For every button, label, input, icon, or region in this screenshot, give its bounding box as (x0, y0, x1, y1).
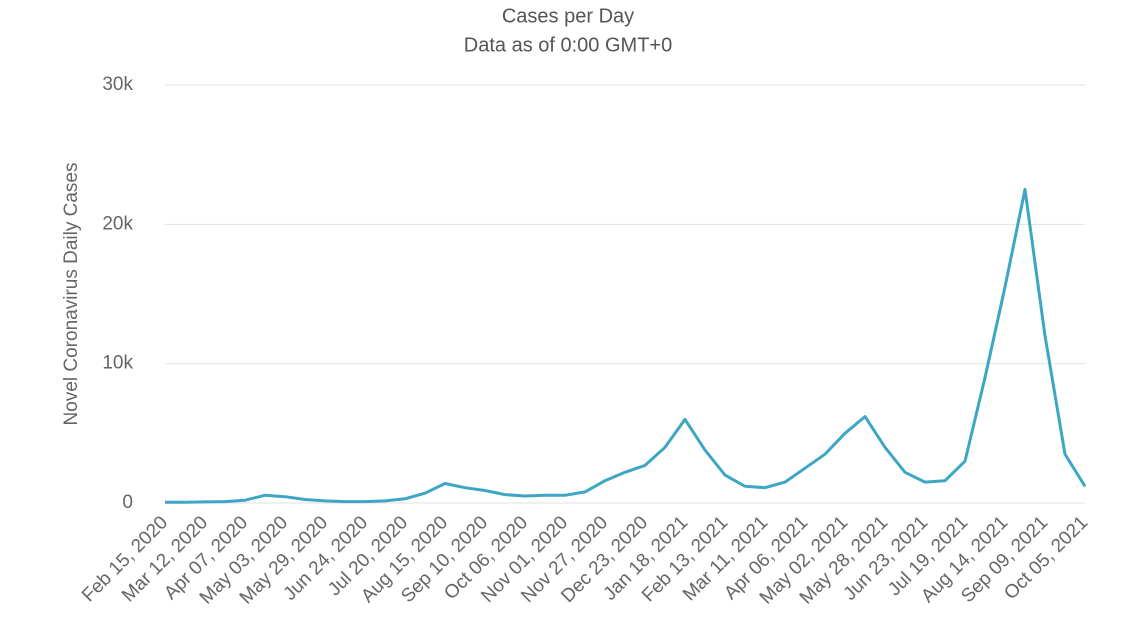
y-tick-label: 0 (122, 492, 133, 513)
chart-title: Cases per Day (502, 5, 634, 27)
y-tick-label: 30k (102, 74, 133, 95)
y-axis-label: Novel Coronavirus Daily Cases (61, 163, 82, 426)
chart-subtitle: Data as of 0:00 GMT+0 (464, 34, 672, 56)
y-tick-label: 20k (102, 213, 133, 234)
data-line (164, 188, 1087, 504)
y-tick-label: 10k (102, 353, 133, 374)
